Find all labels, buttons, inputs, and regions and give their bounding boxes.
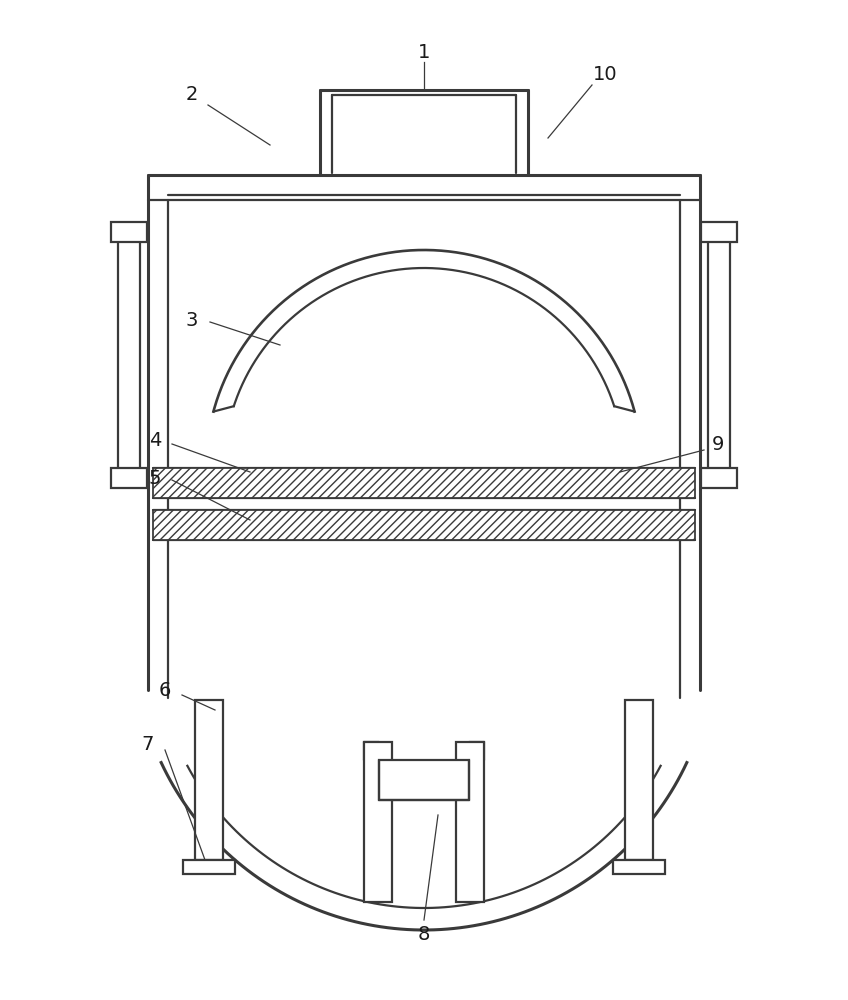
Bar xyxy=(701,468,737,488)
Text: 8: 8 xyxy=(418,926,430,944)
Bar xyxy=(153,468,695,498)
Bar xyxy=(195,700,223,860)
Text: 7: 7 xyxy=(142,736,154,754)
Bar xyxy=(701,222,737,242)
Bar xyxy=(379,760,469,800)
Text: 9: 9 xyxy=(711,436,724,454)
Bar xyxy=(111,222,147,242)
Bar xyxy=(613,860,665,874)
Text: 5: 5 xyxy=(148,468,161,488)
Bar xyxy=(111,468,147,488)
Bar xyxy=(183,860,235,874)
Bar xyxy=(153,510,695,540)
Bar xyxy=(456,742,484,902)
Text: 10: 10 xyxy=(593,66,617,85)
Text: 3: 3 xyxy=(186,310,198,330)
Bar xyxy=(625,700,653,860)
Bar xyxy=(364,742,392,902)
Text: 1: 1 xyxy=(418,42,430,62)
Text: 6: 6 xyxy=(159,680,171,700)
Text: 2: 2 xyxy=(186,86,198,104)
Text: 4: 4 xyxy=(148,430,161,450)
